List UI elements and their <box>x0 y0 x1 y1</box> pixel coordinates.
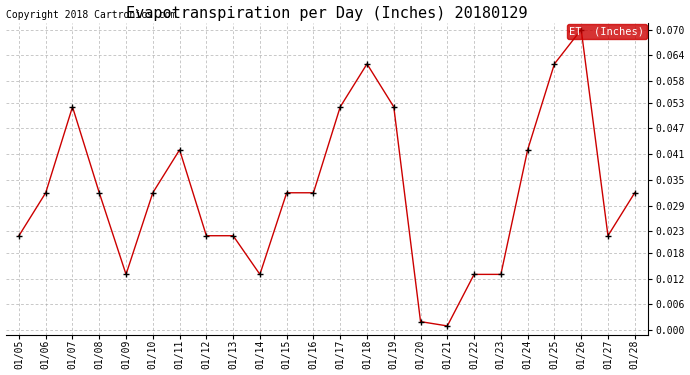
Text: Copyright 2018 Cartronics.com: Copyright 2018 Cartronics.com <box>6 10 176 20</box>
Legend: ET  (Inches): ET (Inches) <box>567 24 647 39</box>
Title: Evapotranspiration per Day (Inches) 20180129: Evapotranspiration per Day (Inches) 2018… <box>126 6 528 21</box>
